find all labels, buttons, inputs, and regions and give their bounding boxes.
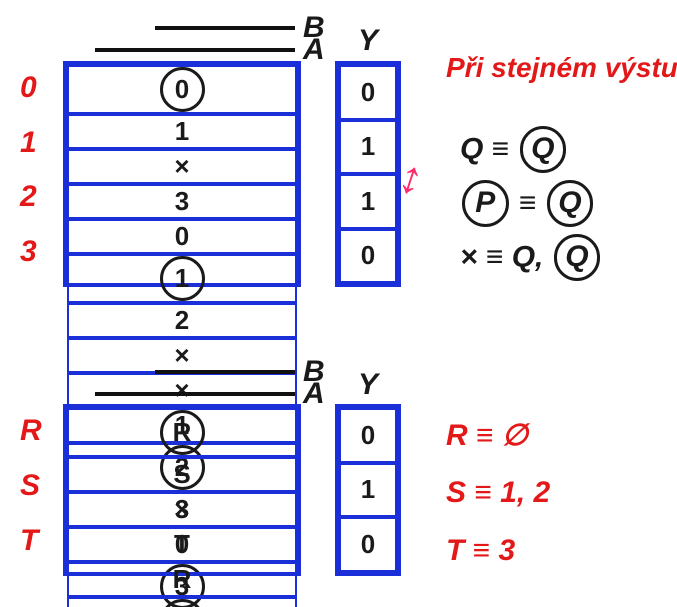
top-row-label-0: 0 <box>20 71 56 105</box>
bot-row-label-0: R <box>20 414 56 448</box>
mapping-line-0: R ≡ ∅ <box>446 418 528 453</box>
table-cell: × <box>67 373 297 408</box>
table-cell: × <box>67 492 297 527</box>
output-cell: 1 <box>339 463 397 518</box>
top-note-title: Při stejném výstupu: <box>446 52 677 84</box>
circled-state-icon: 1 <box>160 256 205 301</box>
table-cell: 0 <box>67 219 297 254</box>
output-cell: 1 <box>339 174 397 229</box>
table-cell: 0 <box>67 65 297 114</box>
bot-row-label-1: S <box>20 469 56 503</box>
circled-state-icon: R <box>160 410 205 455</box>
output-cell: 1 <box>339 120 397 175</box>
bot-output-column: 010 <box>335 404 401 576</box>
output-cell: 0 <box>339 65 397 120</box>
top-row-labels: 0 1 2 3 <box>20 61 56 279</box>
top-row-label-2: 2 <box>20 180 56 214</box>
bot-brace-a <box>95 392 295 396</box>
equiv-line-1: P ≡ Q <box>460 180 595 227</box>
output-cell: 0 <box>339 408 397 463</box>
table-cell: 1 <box>67 254 297 303</box>
bot-row-labels: R S T <box>20 404 56 568</box>
output-cell: 0 <box>339 517 397 572</box>
top-brace-a <box>95 48 295 52</box>
table-cell: R <box>67 562 297 597</box>
table-cell: 3 <box>67 184 297 219</box>
mapping-line-2: T ≡ 3 <box>446 534 515 568</box>
top-brace-a-label: A <box>303 33 325 67</box>
circled-state-icon: S <box>160 599 205 607</box>
equiv-line-2: × ≡ Q, Q <box>460 234 602 281</box>
table-cell: T <box>67 527 297 562</box>
top-output-column: 0110 <box>335 61 401 287</box>
mapping-line-1: S ≡ 1, 2 <box>446 476 550 510</box>
table-cell: S <box>67 457 297 492</box>
bot-brace-a-label: A <box>303 377 325 411</box>
top-brace-b <box>155 26 295 30</box>
table-cell: 2 <box>67 303 297 338</box>
output-cell: 0 <box>339 229 397 284</box>
bot-row-label-2: T <box>20 524 56 558</box>
equiv-line-0: Q ≡ Q <box>460 126 568 173</box>
table-cell: R <box>67 408 297 457</box>
table-cell: × <box>67 149 297 184</box>
bot-brace-b <box>155 370 295 374</box>
table-cell: × <box>67 338 297 373</box>
bot-y-label: Y <box>358 368 378 402</box>
table-cell: S <box>67 597 297 607</box>
table-cell: 1 <box>67 114 297 149</box>
top-state-grid: 01×3012××1230333 <box>63 61 301 287</box>
top-row-label-3: 3 <box>20 235 56 269</box>
bot-state-grid: RS×TRSSTRTTT <box>63 404 301 576</box>
circled-state-icon: 0 <box>160 67 205 112</box>
top-y-label: Y <box>358 24 378 58</box>
top-row-label-1: 1 <box>20 126 56 160</box>
